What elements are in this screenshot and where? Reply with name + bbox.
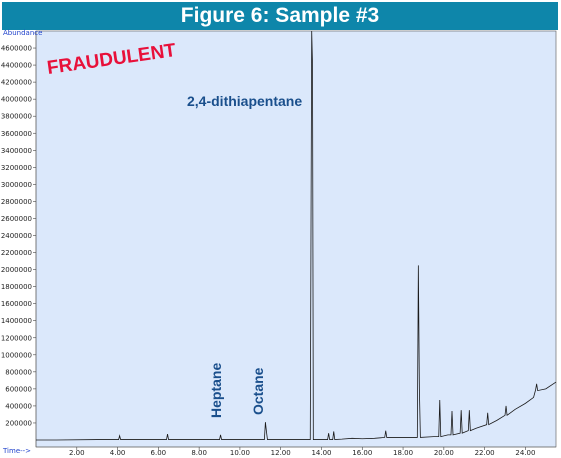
y-tick-label: 3400000 (1, 147, 32, 155)
y-tick-label: 1400000 (1, 317, 32, 325)
x-tick-label: 2.00 (69, 449, 85, 457)
plot-background (35, 30, 557, 448)
x-tick-label: 12.00 (271, 449, 291, 457)
x-tick-label: 20.00 (434, 449, 454, 457)
y-tick-label: 4600000 (1, 45, 32, 53)
x-tick-label: 14.00 (311, 449, 331, 457)
x-axis-label: Time--> (2, 447, 31, 455)
figure-title: Figure 6: Sample #3 (2, 2, 558, 30)
y-tick-label: 1200000 (1, 334, 32, 342)
y-tick-label: 1600000 (1, 300, 32, 308)
x-tick-label: 22.00 (475, 449, 495, 457)
x-tick-label: 6.00 (151, 449, 167, 457)
y-tick-label: 3200000 (1, 164, 32, 172)
y-tick-label: 4400000 (1, 62, 32, 70)
y-tick-label: 4200000 (1, 79, 32, 87)
chromatogram-trace (36, 30, 557, 441)
x-tick-label: 8.00 (191, 449, 207, 457)
y-tick-label: 800000 (5, 368, 32, 376)
y-tick-label: 3000000 (1, 181, 32, 189)
y-tick-label: 4000000 (1, 96, 32, 104)
x-tick-label: 10.00 (230, 449, 250, 457)
x-tick-label: 16.00 (352, 449, 372, 457)
annotation-dithiapentane: 2,4-dithiapentane (187, 93, 302, 109)
y-tick-label: 2200000 (1, 249, 32, 257)
annotation-heptane: Heptane (208, 363, 224, 418)
y-tick-label: 400000 (5, 402, 32, 410)
y-tick-label: 1800000 (1, 283, 32, 291)
x-axis-ticks: 2.00 4.00 6.00 8.00 10.00 12.00 14.00 16.00 18.0… (69, 447, 535, 457)
y-tick-label: 2600000 (1, 215, 32, 223)
y-tick-label: 1000000 (1, 351, 32, 359)
y-axis-ticks: 200000 400000 600000 800000 1000000 1200000 14… (1, 45, 36, 427)
plot-area: 200000 400000 600000 800000 1000000 1200000 14… (1, 29, 557, 457)
y-tick-label: 2000000 (1, 266, 32, 274)
x-tick-label: 4.00 (110, 449, 126, 457)
y-tick-label: 3600000 (1, 130, 32, 138)
y-tick-label: 200000 (5, 419, 32, 427)
y-tick-label: 600000 (5, 385, 32, 393)
y-tick-label: 2400000 (1, 232, 32, 240)
y-tick-label: 3800000 (1, 113, 32, 121)
annotation-octane: Octane (250, 367, 266, 415)
x-tick-label: 18.00 (393, 449, 413, 457)
y-tick-label: 2800000 (1, 198, 32, 206)
y-axis-label: Abundance (3, 29, 42, 37)
x-tick-label: 24.00 (515, 449, 535, 457)
